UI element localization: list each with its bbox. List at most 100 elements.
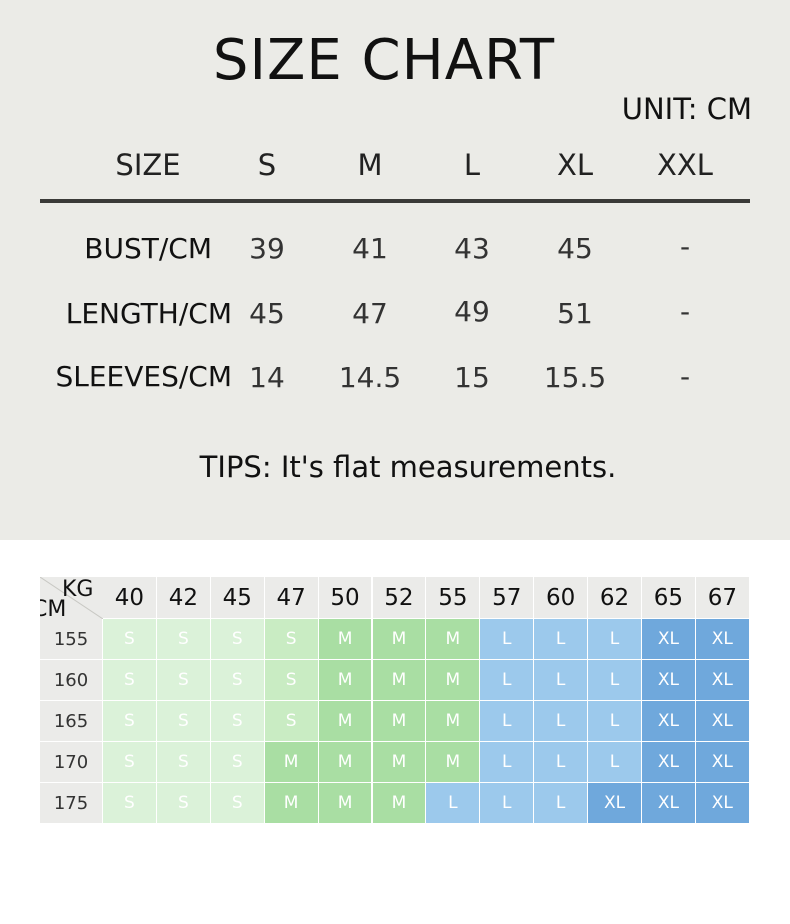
- fit-cell: S: [156, 701, 211, 742]
- size-chart-panel: SIZE CHART UNIT: CM SIZE S M L XL XXL BU…: [0, 0, 790, 540]
- weight-header-55: 55: [426, 577, 481, 619]
- fit-cell: L: [480, 619, 535, 660]
- fit-cell: M: [372, 701, 427, 742]
- row-label-length: LENGTH/CM: [65, 297, 232, 330]
- height-label-160: 160: [40, 660, 103, 701]
- sleeves-l: 15: [454, 361, 490, 394]
- sleeves-xxl: -: [679, 360, 691, 393]
- sleeves-m: 14.5: [338, 361, 402, 394]
- fit-cell: S: [264, 619, 319, 660]
- fit-cell: M: [318, 619, 373, 660]
- corner-kg-label: KG: [62, 577, 94, 602]
- fit-cell: M: [426, 619, 481, 660]
- header-divider: [40, 199, 750, 203]
- fit-cell: S: [210, 619, 265, 660]
- weight-header-65: 65: [642, 577, 696, 619]
- bust-s: 39: [249, 232, 285, 265]
- fit-cell: L: [480, 742, 535, 783]
- size-header-l: L: [463, 148, 481, 182]
- fit-cell: S: [156, 742, 211, 783]
- fit-cell: L: [534, 783, 589, 824]
- fit-cell: M: [426, 742, 481, 783]
- size-header-m: M: [357, 148, 383, 182]
- length-m: 47: [352, 297, 388, 330]
- height-label-170: 170: [40, 742, 103, 783]
- weight-header-52: 52: [372, 577, 427, 619]
- fit-cell: S: [103, 701, 157, 742]
- sleeves-xl: 15.5: [543, 361, 607, 394]
- fit-cell: M: [372, 619, 427, 660]
- weight-header-40: 40: [103, 577, 157, 619]
- fit-cell: M: [318, 742, 373, 783]
- fit-cell: XL: [695, 619, 750, 660]
- fit-cell: M: [318, 701, 373, 742]
- fit-cell: XL: [695, 783, 750, 824]
- fit-cell: S: [210, 701, 265, 742]
- weight-header-50: 50: [318, 577, 373, 619]
- corner-diagonal-line: [40, 577, 103, 619]
- bust-xxl: -: [679, 230, 691, 263]
- fit-cell: S: [156, 783, 211, 824]
- fit-cell: M: [372, 742, 427, 783]
- fit-cell: XL: [642, 701, 696, 742]
- fit-cell: L: [480, 783, 535, 824]
- fit-cell: L: [534, 619, 589, 660]
- bust-m: 41: [352, 232, 388, 265]
- fit-cell: S: [103, 742, 157, 783]
- fit-cell: XL: [642, 742, 696, 783]
- fit-cell: XL: [588, 783, 642, 824]
- weight-header-57: 57: [480, 577, 535, 619]
- weight-header-60: 60: [534, 577, 589, 619]
- fit-cell: L: [588, 619, 642, 660]
- fit-cell: L: [588, 660, 642, 701]
- bust-l: 43: [454, 232, 490, 265]
- fit-cell: L: [588, 742, 642, 783]
- size-header-xxl: XXL: [657, 148, 713, 182]
- fit-cell: S: [156, 660, 211, 701]
- sleeves-s: 14: [249, 361, 285, 394]
- length-xl: 51: [557, 297, 593, 330]
- fit-cell: M: [264, 742, 319, 783]
- fit-cell: M: [372, 660, 427, 701]
- weight-header-42: 42: [156, 577, 211, 619]
- size-header-s: S: [257, 148, 277, 182]
- fit-cell: M: [318, 783, 373, 824]
- fit-cell: S: [103, 619, 157, 660]
- fit-cell: S: [210, 783, 265, 824]
- length-s: 45: [249, 297, 285, 330]
- height-label-155: 155: [40, 619, 103, 660]
- fit-cell: S: [156, 619, 211, 660]
- fit-cell: L: [426, 783, 481, 824]
- fit-cell: L: [534, 660, 589, 701]
- weight-header-67: 67: [695, 577, 750, 619]
- unit-label: UNIT: CM: [621, 92, 752, 126]
- weight-header-45: 45: [210, 577, 265, 619]
- fit-cell: XL: [695, 701, 750, 742]
- fit-cell: S: [103, 660, 157, 701]
- fit-cell: S: [210, 660, 265, 701]
- fit-cell: S: [264, 660, 319, 701]
- fit-cell: M: [426, 660, 481, 701]
- weight-header-62: 62: [588, 577, 642, 619]
- fit-cell: XL: [642, 619, 696, 660]
- corner-cm-label: CM: [40, 597, 67, 619]
- fit-cell: M: [372, 783, 427, 824]
- height-label-165: 165: [40, 701, 103, 742]
- fit-cell: L: [480, 701, 535, 742]
- fit-cell: L: [534, 701, 589, 742]
- fit-cell: S: [210, 742, 265, 783]
- fit-cell: XL: [642, 783, 696, 824]
- grid-corner-cell: KG CM: [40, 577, 103, 619]
- fit-cell: S: [264, 701, 319, 742]
- fit-cell: L: [480, 660, 535, 701]
- fit-cell: S: [103, 783, 157, 824]
- tips-note: TIPS: It's flat measurements.: [199, 450, 617, 484]
- fit-cell: L: [588, 701, 642, 742]
- size-header-label: SIZE: [115, 148, 181, 182]
- fit-cell: XL: [642, 660, 696, 701]
- fit-cell: M: [264, 783, 319, 824]
- row-label-bust: BUST/CM: [84, 232, 212, 265]
- fit-cell: XL: [695, 660, 750, 701]
- fit-cell: M: [426, 701, 481, 742]
- weight-header-47: 47: [264, 577, 319, 619]
